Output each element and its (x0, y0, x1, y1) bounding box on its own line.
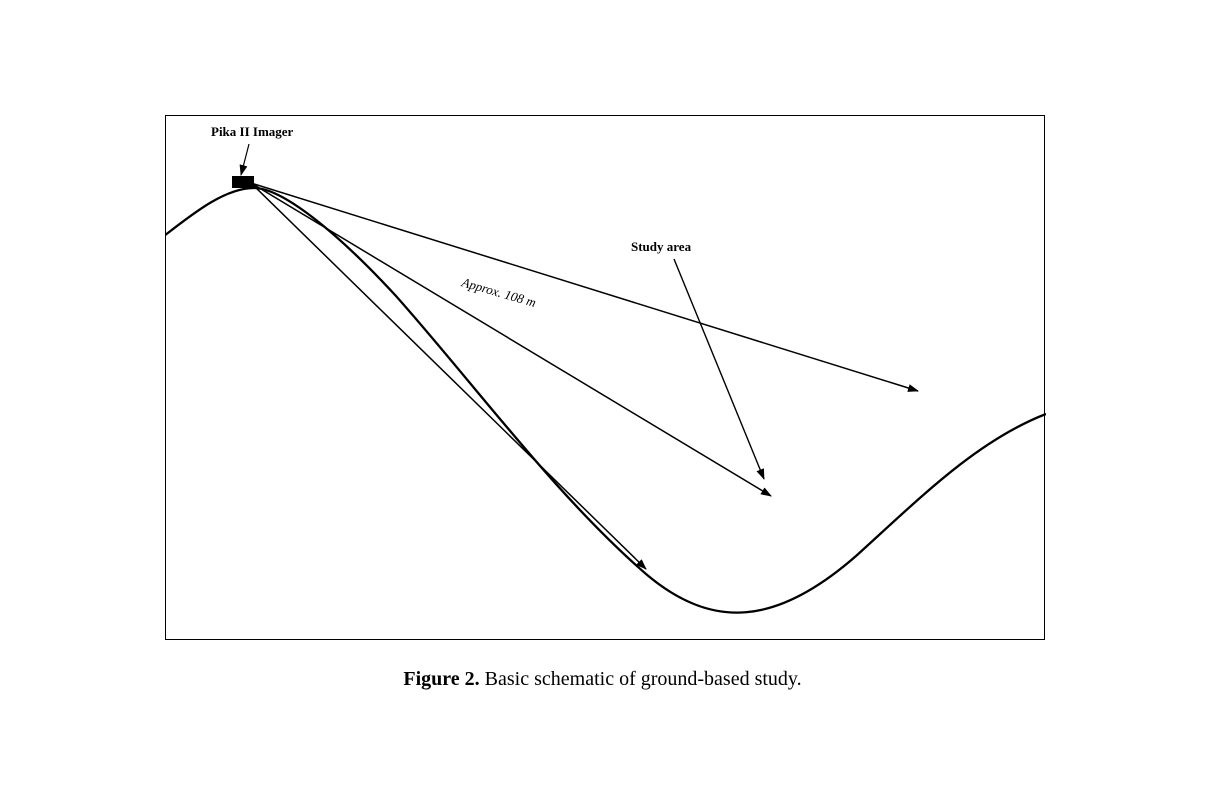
study-area-label: Study area (631, 239, 692, 254)
imager-label-arrow (241, 144, 249, 175)
page: Pika II Imager Approx. 108 m Study area … (0, 0, 1205, 803)
sight-line (251, 183, 646, 569)
diagram-frame: Pika II Imager Approx. 108 m Study area (165, 115, 1045, 640)
sight-line (251, 183, 918, 391)
figure-caption: Figure 2. Basic schematic of ground-base… (0, 668, 1205, 691)
sight-line (251, 183, 771, 496)
schematic-svg: Pika II Imager Approx. 108 m Study area (166, 116, 1046, 641)
imager-box (232, 176, 254, 188)
terrain-curve (166, 188, 1046, 613)
caption-text: Basic schematic of ground-based study. (480, 668, 802, 690)
caption-prefix: Figure 2. (403, 668, 479, 690)
imager-label: Pika II Imager (211, 124, 294, 139)
sight-lines (251, 183, 918, 569)
distance-label: Approx. 108 m (459, 274, 538, 310)
